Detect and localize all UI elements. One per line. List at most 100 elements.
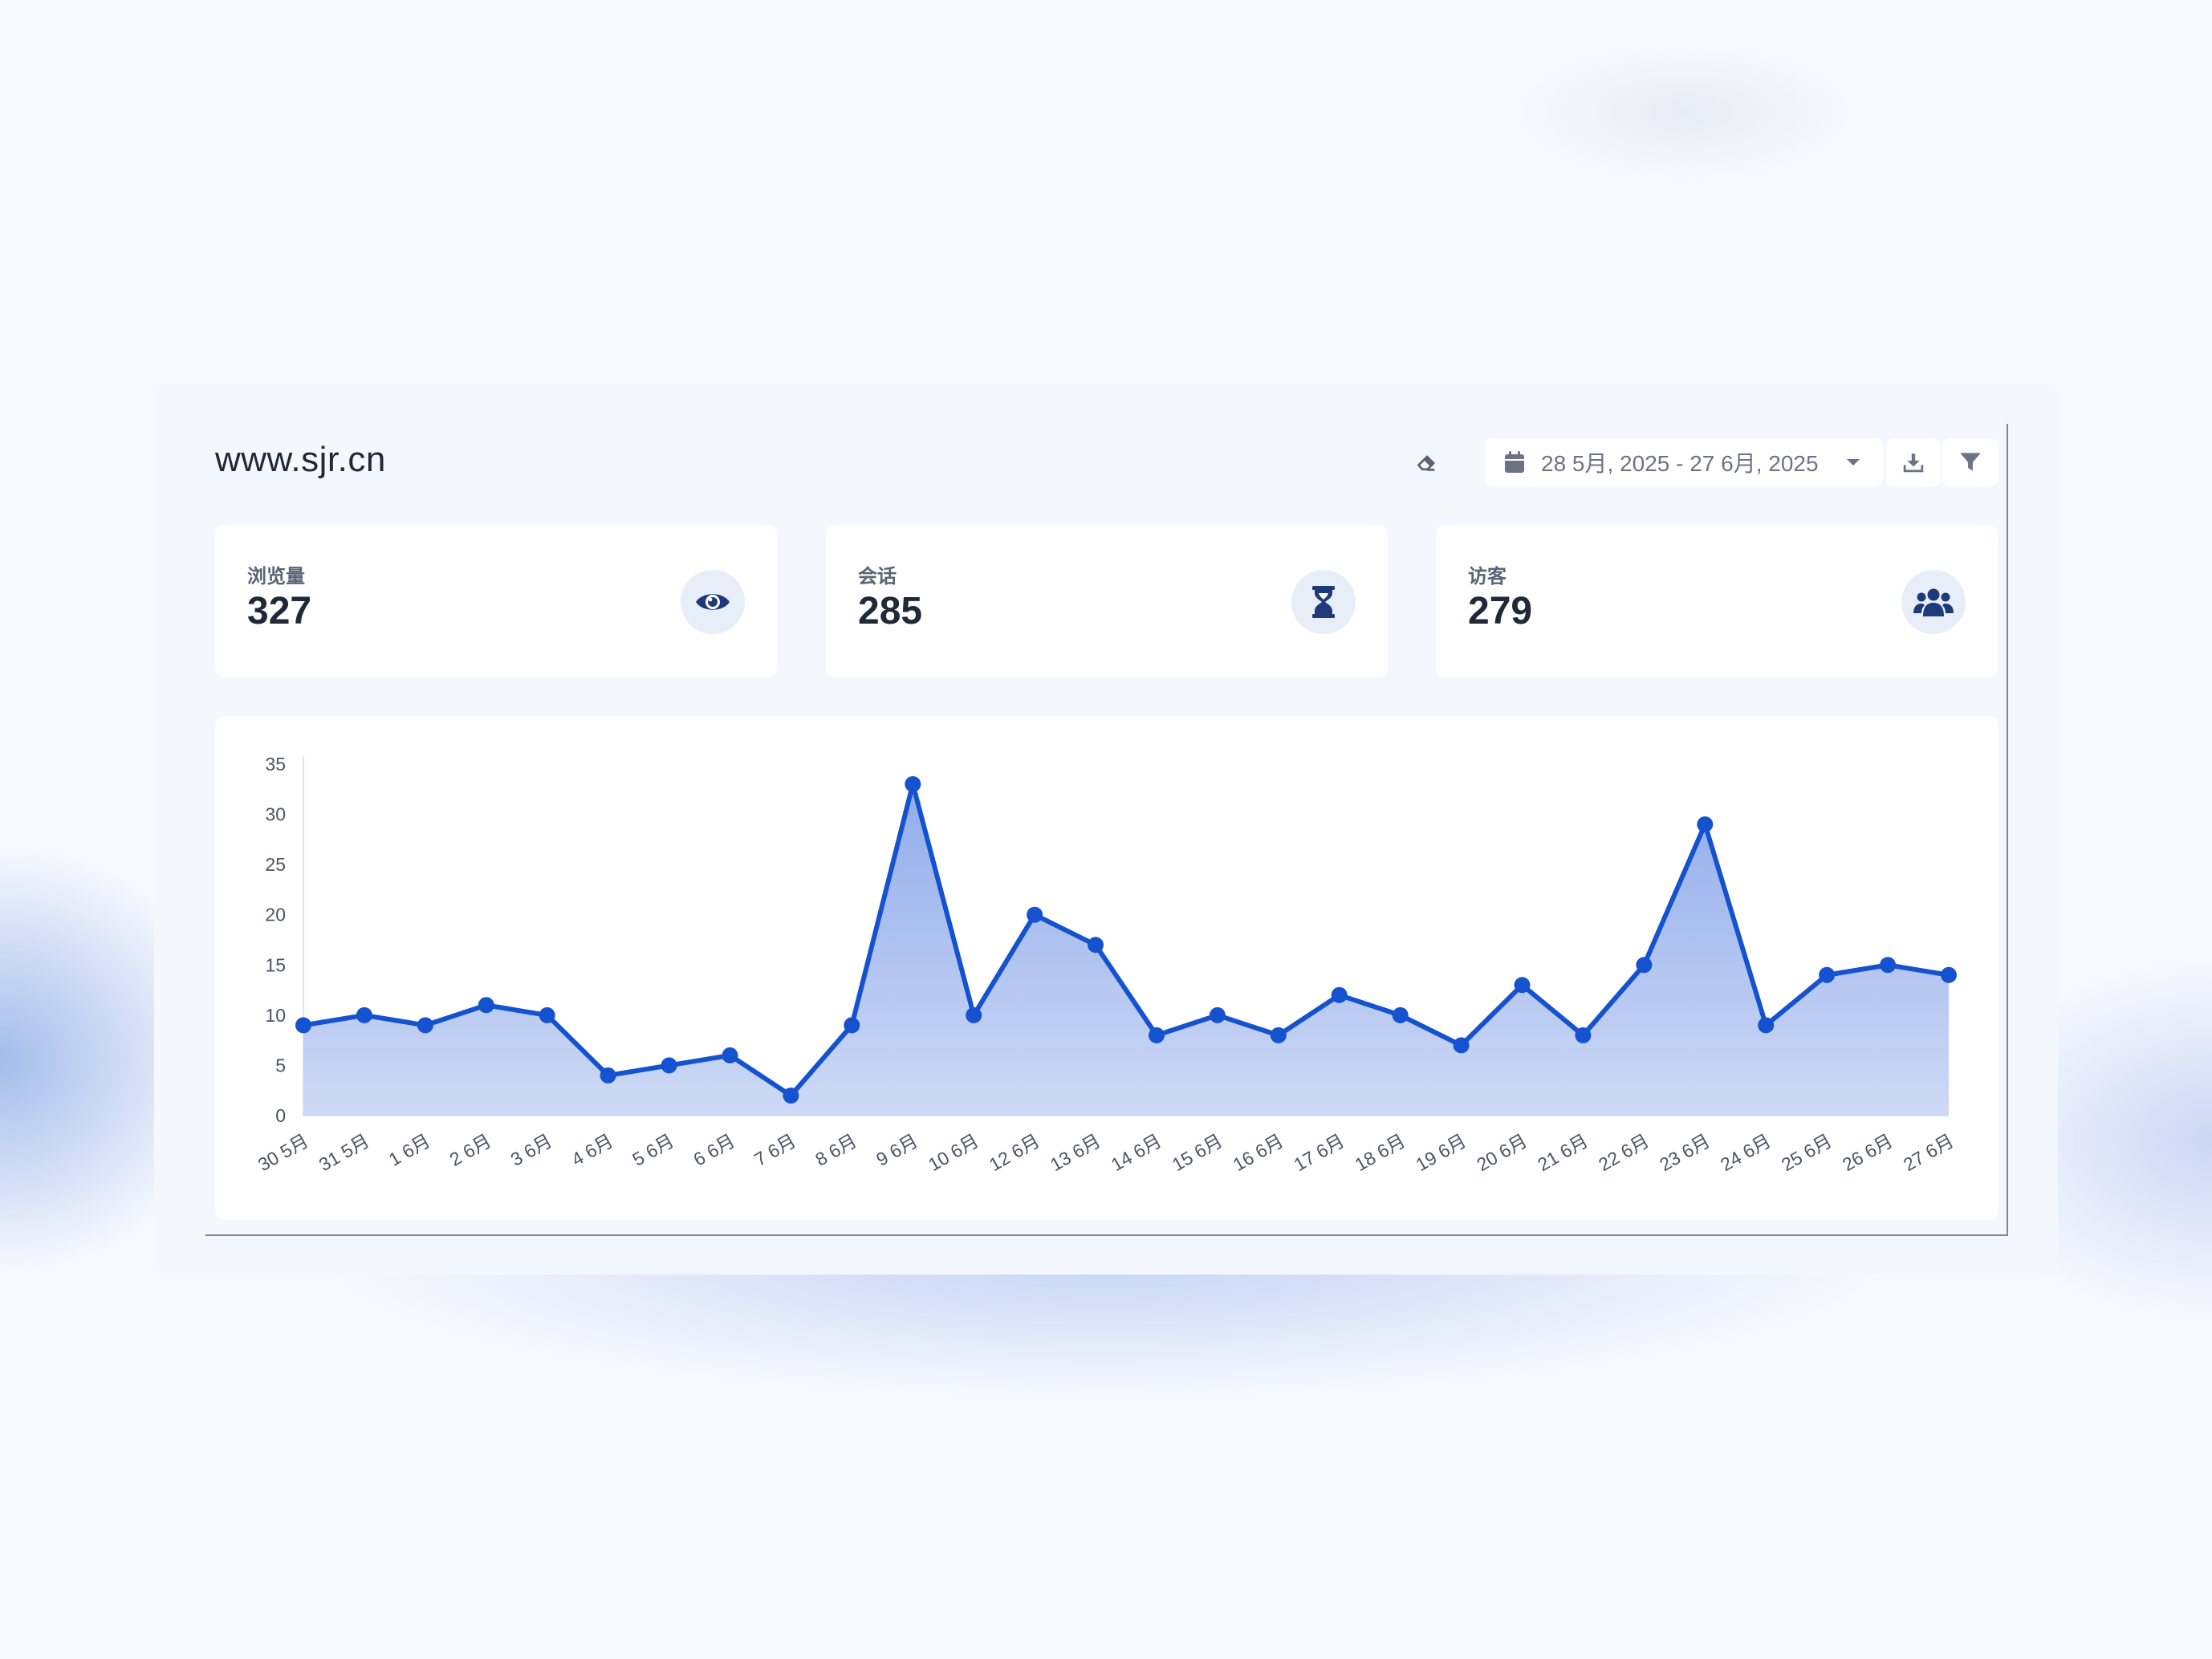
x-tick-label: 25 6月	[1778, 1130, 1836, 1175]
x-tick-label: 30 5月	[254, 1130, 312, 1175]
x-tick-label: 12 6月	[986, 1130, 1043, 1175]
data-point[interactable]	[1209, 1006, 1226, 1023]
data-point[interactable]	[1027, 906, 1043, 923]
stat-label: 访客	[1468, 566, 1507, 588]
stat-card-sessions: 会话 285	[826, 525, 1388, 677]
data-point[interactable]	[1697, 816, 1714, 833]
site-title: www.sjr.cn	[215, 440, 386, 479]
y-tick-label: 35	[265, 754, 286, 775]
stat-label: 会话	[858, 566, 897, 588]
x-axis-labels: 30 5月 31 5月 1 6月 2 6月 3 6月 4 6月 5 6月 6 6月 7 6月 8 …	[254, 1130, 1958, 1175]
y-tick-label: 20	[265, 905, 286, 925]
stat-label: 浏览量	[247, 566, 305, 588]
x-tick-label: 8 6月	[811, 1130, 860, 1170]
calendar-icon	[1505, 451, 1524, 473]
stat-icon-container	[1291, 570, 1356, 634]
stat-value: 285	[858, 590, 923, 632]
x-tick-label: 17 6月	[1291, 1130, 1348, 1175]
data-point[interactable]	[1392, 1006, 1409, 1023]
x-tick-label: 27 6月	[1900, 1130, 1958, 1175]
data-point[interactable]	[1270, 1027, 1287, 1043]
chart-card: 0 5 10 15 20 25 30 35 30 5月 31 5月 1 6月 2 6月 3 6月 4 6…	[215, 716, 1999, 1220]
x-tick-label: 21 6月	[1534, 1130, 1592, 1175]
date-range-text: 28 5月, 2025 - 27 6月, 2025	[1541, 451, 1819, 476]
data-point[interactable]	[478, 997, 494, 1014]
chart-series-line	[303, 782, 1950, 1098]
y-tick-label: 15	[265, 954, 286, 975]
chart-area-fill	[303, 784, 1949, 1116]
data-point[interactable]	[417, 1017, 433, 1034]
data-point[interactable]	[356, 1006, 372, 1023]
stat-card-pageviews: 浏览量 327	[215, 525, 777, 677]
x-tick-label: 13 6月	[1047, 1130, 1104, 1175]
data-point[interactable]	[1636, 957, 1653, 974]
x-tick-label: 31 5月	[315, 1130, 373, 1175]
x-tick-label: 2 6月	[446, 1130, 495, 1170]
data-point[interactable]	[722, 1047, 738, 1063]
data-point[interactable]	[600, 1067, 616, 1084]
x-tick-label: 26 6月	[1839, 1130, 1897, 1175]
data-point[interactable]	[539, 1006, 555, 1023]
stat-icon-container	[1901, 570, 1966, 634]
x-tick-label: 23 6月	[1656, 1130, 1714, 1175]
x-tick-label: 24 6月	[1717, 1130, 1775, 1175]
x-tick-label: 9 6月	[872, 1130, 921, 1170]
data-point[interactable]	[1514, 977, 1531, 994]
data-point[interactable]	[1575, 1027, 1592, 1043]
x-tick-label: 18 6月	[1351, 1130, 1409, 1175]
download-icon	[1903, 453, 1924, 473]
stat-value: 327	[247, 590, 312, 632]
x-tick-label: 1 6月	[385, 1130, 434, 1170]
data-point[interactable]	[783, 1088, 799, 1104]
data-point[interactable]	[295, 1017, 311, 1034]
hourglass-icon	[1312, 586, 1335, 618]
x-tick-label: 5 6月	[628, 1130, 677, 1170]
data-point[interactable]	[1941, 966, 1957, 983]
stat-card-visitors: 访客 279	[1436, 525, 1998, 677]
data-point[interactable]	[905, 776, 921, 792]
y-axis-labels: 0 5 10 15 20 25 30 35	[265, 754, 286, 1126]
series-area	[303, 784, 1949, 1116]
data-point[interactable]	[1758, 1017, 1775, 1034]
x-tick-label: 19 6月	[1412, 1130, 1470, 1175]
date-range-picker[interactable]: 28 5月, 2025 - 27 6月, 2025	[1485, 438, 1883, 486]
x-tick-label: 4 6月	[568, 1130, 617, 1170]
data-point[interactable]	[1880, 957, 1897, 974]
y-tick-label: 10	[265, 1005, 286, 1026]
x-tick-label: 6 6月	[689, 1130, 738, 1170]
clear-filters-button[interactable]	[1413, 448, 1441, 477]
x-tick-label: 10 6月	[925, 1130, 982, 1175]
stat-icon-container	[681, 570, 745, 634]
x-tick-label: 22 6月	[1595, 1130, 1653, 1175]
download-button[interactable]	[1886, 438, 1941, 486]
eraser-icon	[1417, 455, 1435, 471]
y-tick-label: 5	[275, 1055, 286, 1076]
y-tick-label: 0	[275, 1105, 286, 1126]
filter-icon	[1960, 453, 1981, 471]
data-point[interactable]	[1149, 1027, 1165, 1043]
eye-icon	[696, 594, 730, 610]
x-tick-label: 16 6月	[1230, 1130, 1287, 1175]
data-point[interactable]	[966, 1006, 982, 1023]
x-tick-label: 14 6月	[1108, 1130, 1165, 1175]
y-tick-label: 25	[265, 854, 286, 875]
data-point[interactable]	[1819, 966, 1836, 983]
chart-points	[295, 776, 1957, 1104]
data-point[interactable]	[661, 1057, 677, 1074]
data-point[interactable]	[1088, 937, 1104, 954]
series-line	[303, 782, 1950, 1098]
x-tick-label: 7 6月	[750, 1130, 799, 1170]
data-point[interactable]	[844, 1017, 860, 1034]
caret-down-icon	[1847, 459, 1860, 466]
content-frame	[205, 424, 2008, 1236]
line-chart: 0 5 10 15 20 25 30 35 30 5月 31 5月 1 6月 2 6月 3 6月 4 6…	[254, 754, 1958, 1175]
data-point[interactable]	[1331, 986, 1348, 1003]
x-tick-label: 15 6月	[1169, 1130, 1226, 1175]
x-tick-label: 3 6月	[507, 1130, 556, 1170]
filter-button[interactable]	[1942, 438, 1999, 486]
data-point[interactable]	[1453, 1037, 1470, 1054]
stat-value: 279	[1468, 590, 1533, 632]
x-tick-label: 20 6月	[1473, 1130, 1531, 1175]
users-icon	[1913, 588, 1954, 616]
y-tick-label: 30	[265, 804, 286, 825]
